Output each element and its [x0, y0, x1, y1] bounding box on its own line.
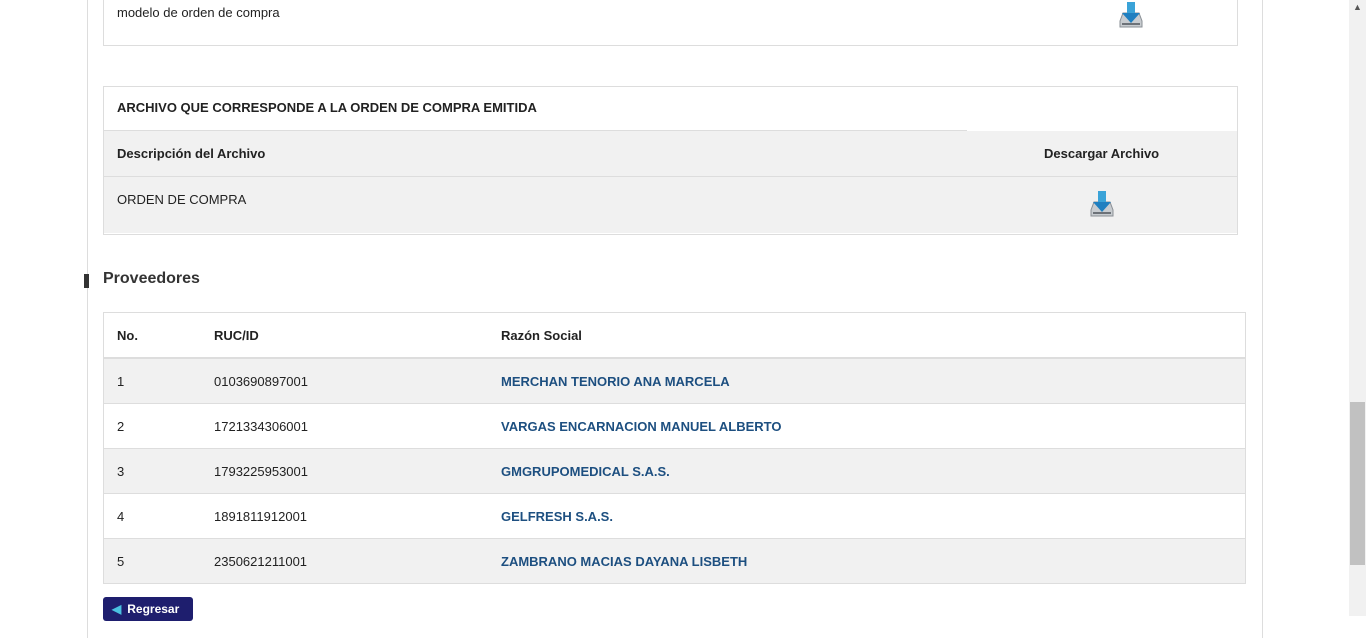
row-no: 5: [103, 538, 214, 584]
col-no: No.: [103, 312, 214, 359]
table-row: 3 1793225953001 GMGRUPOMEDICAL S.A.S.: [103, 448, 1246, 494]
provider-link[interactable]: ZAMBRANO MACIAS DAYANA LISBETH: [501, 553, 748, 569]
row-no: 4: [103, 493, 214, 539]
download-drive-icon[interactable]: [1116, 1, 1146, 31]
section-marker: [84, 274, 89, 288]
table-row: 1 0103690897001 MERCHAN TENORIO ANA MARCEL…: [103, 357, 1246, 404]
main-content: modelo de orden de compra ARCHIVO QUE CO…: [84, 0, 1263, 638]
table-row: 2 1721334306001 VARGAS ENCARNACION MANUEL …: [103, 403, 1246, 449]
provider-link[interactable]: MERCHAN TENORIO ANA MARCELA: [501, 373, 730, 389]
model-file-description: modelo de orden de compra: [117, 5, 280, 20]
col-ruc: RUC/ID: [214, 312, 501, 359]
table-row: 4 1891811912001 GELFRESH S.A.S.: [103, 493, 1246, 539]
col-name: Razón Social: [501, 312, 1246, 359]
providers-title: Proveedores: [103, 270, 200, 287]
row-ruc: 1793225953001: [214, 448, 501, 494]
scrollbar-thumb[interactable]: [1350, 402, 1365, 565]
row-no: 3: [103, 448, 214, 494]
issued-file-header: Descripción del Archivo Descargar Archiv…: [104, 131, 1237, 177]
col-download: Descargar Archivo: [1044, 146, 1160, 161]
back-button-label: Regresar: [127, 602, 180, 616]
row-ruc: 1891811912001: [214, 493, 501, 539]
row-ruc: 2350621211001: [214, 538, 501, 584]
provider-link[interactable]: GMGRUPOMEDICAL S.A.S.: [501, 463, 670, 479]
provider-link[interactable]: VARGAS ENCARNACION MANUEL ALBERTO: [501, 418, 782, 434]
back-button[interactable]: ◀ Regresar: [103, 597, 193, 621]
model-file-box: modelo de orden de compra: [103, 0, 1238, 46]
scroll-up-icon[interactable]: ▲: [1353, 2, 1362, 12]
download-drive-icon[interactable]: [1087, 190, 1117, 220]
file-description: ORDEN DE COMPRA: [117, 192, 247, 207]
table-header: No. RUC/ID Razón Social: [103, 312, 1246, 359]
row-no: 1: [103, 357, 214, 404]
issued-file-title: ARCHIVO QUE CORRESPONDE A LA ORDEN DE CO…: [104, 87, 967, 131]
col-description: Descripción del Archivo: [117, 146, 266, 161]
arrow-left-icon: ◀: [112, 602, 122, 616]
table-row: 5 2350621211001 ZAMBRANO MACIAS DAYANA LIS…: [103, 538, 1246, 584]
issued-file-table: ARCHIVO QUE CORRESPONDE A LA ORDEN DE CO…: [103, 86, 1238, 235]
row-no: 2: [103, 403, 214, 449]
provider-link[interactable]: GELFRESH S.A.S.: [501, 508, 613, 524]
providers-table: No. RUC/ID Razón Social 1 0103690897001 ME…: [103, 312, 1246, 584]
row-ruc: 1721334306001: [214, 403, 501, 449]
row-ruc: 0103690897001: [214, 357, 501, 404]
file-row: ORDEN DE COMPRA: [104, 177, 1237, 233]
